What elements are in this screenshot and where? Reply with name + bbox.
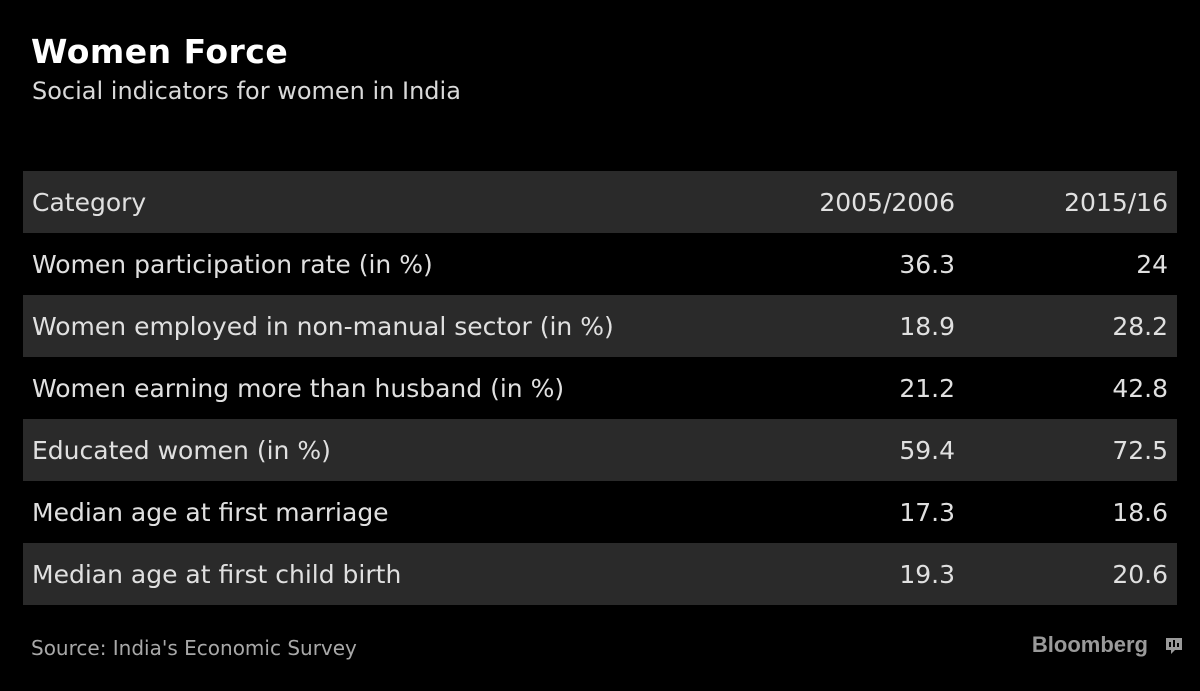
row-category: Median age at first marriage	[32, 497, 389, 527]
row-category: Women participation rate (in %)	[32, 249, 433, 279]
row-value-2015: 24	[1136, 249, 1168, 279]
column-header-2005: 2005/2006	[819, 187, 955, 217]
bloomberg-chat-icon	[1166, 638, 1182, 654]
table-header-row: Category 2005/2006 2015/16	[23, 171, 1177, 233]
row-value-2005: 17.3	[899, 497, 955, 527]
source-note: Source: India's Economic Survey	[31, 636, 357, 660]
row-value-2015: 28.2	[1112, 311, 1168, 341]
brand-logo: Bloomberg	[1031, 632, 1148, 657]
table-row: Women earning more than husband (in %) 2…	[23, 357, 1177, 419]
column-header-category: Category	[32, 187, 147, 217]
table-row: Median age at first child birth 19.3 20.…	[23, 543, 1177, 605]
row-category: Women earning more than husband (in %)	[32, 373, 565, 403]
table-row: Educated women (in %) 59.4 72.5	[23, 419, 1177, 481]
data-table: Category 2005/2006 2015/16 Women partici…	[23, 171, 1177, 605]
row-value-2005: 18.9	[899, 311, 955, 341]
row-category: Women employed in non-manual sector (in …	[32, 311, 614, 341]
row-category: Median age at first child birth	[32, 559, 402, 589]
chart-title: Women Force	[31, 32, 289, 71]
row-value-2015: 18.6	[1112, 497, 1168, 527]
row-value-2005: 21.2	[899, 373, 955, 403]
row-value-2015: 20.6	[1112, 559, 1168, 589]
column-header-2015: 2015/16	[1064, 187, 1168, 217]
row-value-2005: 59.4	[899, 435, 955, 465]
table-row: Women participation rate (in %) 36.3 24	[23, 233, 1177, 295]
row-value-2015: 42.8	[1112, 373, 1168, 403]
row-value-2005: 19.3	[899, 559, 955, 589]
row-value-2005: 36.3	[899, 249, 955, 279]
table-row: Median age at first marriage 17.3 18.6	[23, 481, 1177, 543]
chart-subtitle: Social indicators for women in India	[32, 77, 461, 105]
row-value-2015: 72.5	[1112, 435, 1168, 465]
table-row: Women employed in non-manual sector (in …	[23, 295, 1177, 357]
row-category: Educated women (in %)	[32, 435, 331, 465]
